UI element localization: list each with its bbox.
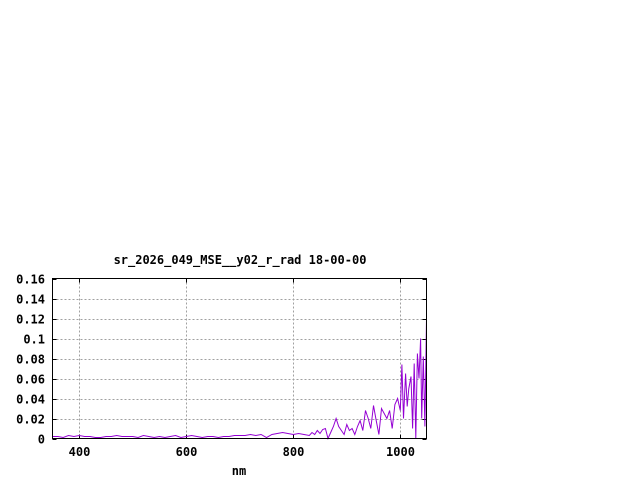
x-tick-label: 600 <box>176 445 198 459</box>
y-tick-label: 0.04 <box>16 393 45 407</box>
x-tick-label: 800 <box>283 445 305 459</box>
y-tick-label: 0.14 <box>16 293 45 307</box>
y-axis: 0 0.02 0.04 0.06 0.08 0.1 0.12 0.14 0.16 <box>16 273 427 447</box>
y-tick-label: 0.08 <box>16 353 45 367</box>
series <box>52 288 427 440</box>
x-axis: 400 600 800 1000 <box>69 278 415 459</box>
plot-border <box>52 278 427 439</box>
chart-title: sr_2026_049_MSE__y02_r_rad 18-00-00 <box>114 253 367 268</box>
y-tick-label: 0.06 <box>16 373 45 387</box>
series-line <box>52 288 427 440</box>
x-tick-label: 400 <box>69 445 91 459</box>
y-tick-label: 0.1 <box>23 333 45 347</box>
x-tick-label: 1000 <box>386 445 415 459</box>
grid <box>52 278 427 439</box>
y-tick-label: 0 <box>38 433 45 447</box>
y-tick-label: 0.12 <box>16 313 45 327</box>
y-tick-label: 0.02 <box>16 413 45 427</box>
x-axis-label: nm <box>232 464 246 478</box>
y-tick-label: 0.16 <box>16 273 45 287</box>
